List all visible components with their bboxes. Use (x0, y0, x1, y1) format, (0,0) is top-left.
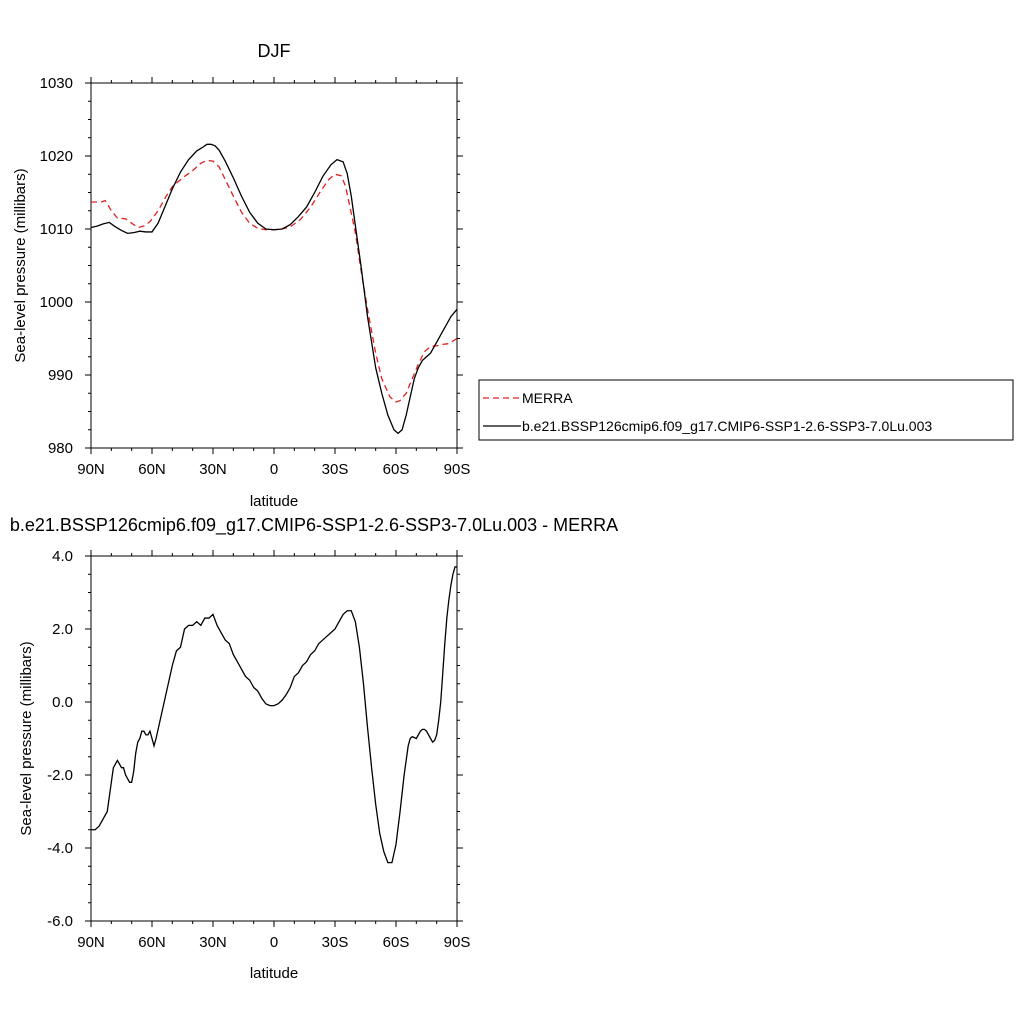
plot-frame (90, 82, 458, 449)
x-tick-label: 30S (322, 934, 349, 951)
x-tick-label: 0 (270, 934, 278, 951)
y-tick-label: 0.0 (52, 694, 73, 711)
x-tick-label: 60N (138, 461, 166, 478)
chart-title: DJF (258, 41, 291, 61)
y-tick-label: 1020 (40, 148, 73, 165)
y-tick-label: 980 (48, 440, 73, 457)
x-axis-label: latitude (250, 493, 298, 510)
y-tick-label: 4.0 (52, 548, 73, 565)
x-tick-label: 30N (199, 461, 227, 478)
x-tick-label: 0 (270, 461, 278, 478)
x-tick-label: 90N (77, 934, 105, 951)
y-tick-label: 1030 (40, 75, 73, 92)
plot-frame (90, 555, 458, 922)
chart-title: b.e21.BSSP126cmip6.f09_g17.CMIP6-SSP1-2.… (10, 515, 618, 536)
y-tick-label: -2.0 (47, 767, 73, 784)
x-tick-label: 60S (383, 934, 410, 951)
x-tick-label: 90S (444, 461, 471, 478)
y-tick-label: 1010 (40, 221, 73, 238)
x-tick-label: 60N (138, 934, 166, 951)
x-tick-label: 30S (322, 461, 349, 478)
chart-difference-panel: b.e21.BSSP126cmip6.f09_g17.CMIP6-SSP1-2.… (10, 515, 618, 982)
legend-label: b.e21.BSSP126cmip6.f09_g17.CMIP6-SSP1-2.… (522, 418, 932, 434)
chart-djf-panel: DJF 90N 60N 30N 0 30S 60S 90S 980 990 1000 1010 1020… (12, 41, 1014, 510)
legend-label: MERRA (522, 390, 573, 406)
series-line-0 (91, 159, 457, 403)
y-tick-label: 990 (48, 367, 73, 384)
y-tick-label: -4.0 (47, 840, 73, 857)
x-tick-label: 90N (77, 461, 105, 478)
legend-box (478, 379, 1014, 441)
y-tick-label: 1000 (40, 294, 73, 311)
x-tick-label: 60S (383, 461, 410, 478)
y-axis-label: Sea-level pressure (millibars) (18, 641, 35, 835)
y-axis-label: Sea-level pressure (millibars) (12, 168, 29, 362)
x-tick-label: 30N (199, 934, 227, 951)
x-axis-label: latitude (250, 965, 298, 982)
legend: MERRA b.e21.BSSP126cmip6.f09_g17.CMIP6-SS… (478, 379, 1014, 441)
series-line-0 (91, 566, 457, 864)
y-tick-label: -6.0 (47, 913, 73, 930)
y-tick-label: 2.0 (52, 621, 73, 638)
x-tick-label: 90S (444, 934, 471, 951)
series-line-1 (91, 143, 457, 435)
